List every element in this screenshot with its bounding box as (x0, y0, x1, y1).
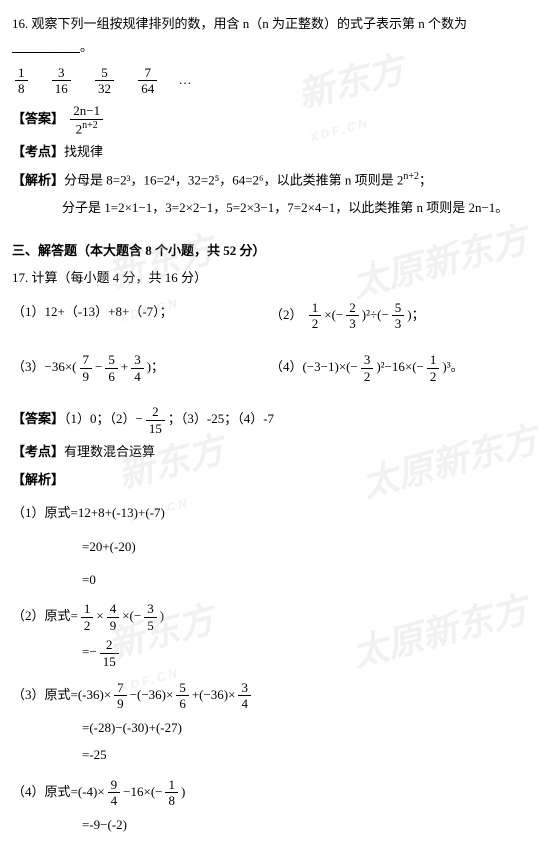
sol4-l2: =-9−(-2) (82, 813, 528, 836)
sol2-l1: （2）原式=12×49×(−35) (12, 601, 528, 633)
sol4-l1: （4）原式=(-4)×94−16×(−18) (12, 777, 528, 809)
section3-header: 三、解答题（本大题含 8 个小题，共 52 分） (12, 239, 528, 262)
sol2-l2: =−215 (82, 637, 528, 669)
q17-analysis-label: 【解析】 (12, 468, 528, 491)
q17-text: 17. 计算（每小题 4 分，共 16 分） (12, 266, 528, 289)
q16-answer: 【答案】 2n−12n+2 (12, 103, 528, 137)
sol3-l3: =-25 (82, 743, 528, 766)
sol1-l1: （1）原式=12+8+(-13)+(-7) (12, 501, 528, 524)
q17-part4: （4）(−3−1)×(−32)²−16×(−12)³。 (270, 352, 528, 384)
sol3-l2: =(-28)−(-30)+(-27) (82, 716, 528, 739)
q16-analysis2: 分子是 1=2×1−1，3=2×2−1，5=2×3−1，7=2×4−1，以此类推… (62, 196, 528, 219)
sol1-l3: =0 (82, 568, 528, 591)
q16-analysis: 【解析】分母是 8=2³，16=2⁴，32=2⁵，64=2⁶，以此类推第 n 项… (12, 168, 528, 192)
q16-text: 16. 观察下列一组按规律排列的数，用含 n（n 为正整数）的式子表示第 n 个… (12, 12, 528, 59)
q17-answer: 【答案】（1）0；（2）−215；（3）-25；（4）-7 (12, 404, 528, 436)
q17-part2: （2） 12×(−23)²÷(−53)； (270, 300, 528, 332)
q16-sequence: 18 316 532 764 … (12, 65, 528, 97)
q16-point: 【考点】找规律 (12, 140, 528, 163)
sol3-l1: （3）原式=(-36)×79−(−36)×56+(−36)×34 (12, 680, 528, 712)
q17-parts-row2: （3）−36×(79−56+34)； （4）(−3−1)×(−32)²−16×(… (12, 352, 528, 384)
sol1-l2: =20+(-20) (82, 535, 528, 558)
q17-part3: （3）−36×(79−56+34)； (12, 352, 270, 384)
q17-point: 【考点】有理数混合运算 (12, 440, 528, 463)
q17-parts-row1: （1）12+（-13）+8+（-7）； （2） 12×(−23)²÷(−53)； (12, 300, 528, 332)
q17-part1: （1）12+（-13）+8+（-7）； (12, 300, 270, 332)
